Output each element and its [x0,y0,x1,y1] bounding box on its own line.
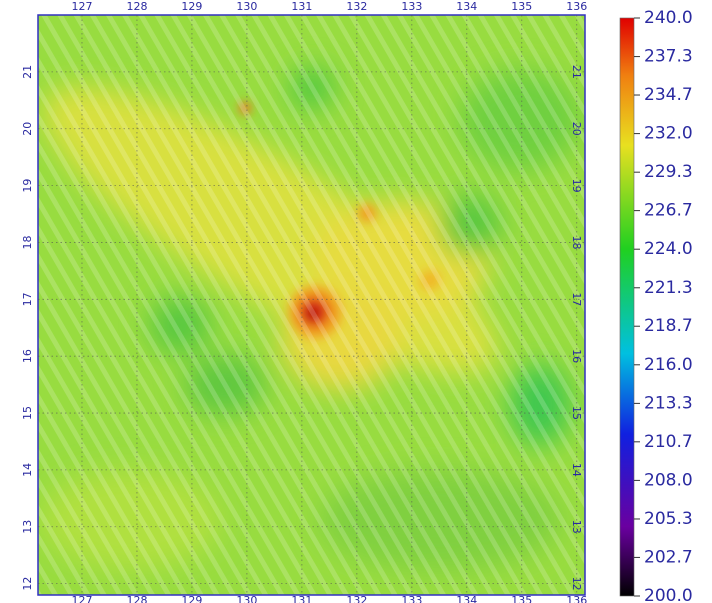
y-tick-label-right: 13 [570,520,583,534]
x-tick-label-top: 128 [126,0,147,13]
y-tick-label-right: 17 [570,292,583,306]
x-tick-label-top: 131 [291,0,312,13]
colorbar-tick-label: 226.7 [644,201,693,221]
y-tick-label-right: 20 [570,122,583,136]
colorbar-tick-label: 234.7 [644,85,693,105]
y-tick-label-left: 17 [21,292,34,306]
colorbar-tick-label: 208.0 [644,470,693,490]
y-tick-label-left: 20 [21,122,34,136]
x-tick-label-bottom: 129 [181,594,202,603]
y-tick-label-right: 14 [570,463,583,477]
colorbar-tick-label: 232.0 [644,124,693,144]
y-tick-label-left: 12 [21,577,34,591]
y-tick-label-left: 14 [21,463,34,477]
x-tick-label-bottom: 130 [236,594,257,603]
x-tick-label-bottom: 135 [511,594,532,603]
y-tick-label-left: 15 [21,406,34,420]
x-tick-label-top: 136 [566,0,587,13]
x-tick-label-top: 127 [71,0,92,13]
colorbar-tick-label: 237.3 [644,47,693,67]
y-tick-label-right: 19 [570,179,583,193]
x-tick-label-bottom: 134 [456,594,477,603]
colorbar-tick-label: 240.0 [644,8,693,28]
colorbar-tick-label: 229.3 [644,162,693,182]
y-tick-label-right: 18 [570,235,583,249]
colorbar [620,18,634,596]
heatmap-field [10,15,585,595]
x-tick-label-bottom: 127 [71,594,92,603]
colorbar-tick-label: 210.7 [644,432,693,452]
x-tick-label-bottom: 131 [291,594,312,603]
y-tick-label-left: 13 [21,520,34,534]
y-tick-label-right: 15 [570,406,583,420]
x-tick-label-bottom: 132 [346,594,367,603]
y-tick-label-left: 18 [21,235,34,249]
x-tick-label-bottom: 128 [126,594,147,603]
colorbar-tick-label: 205.3 [644,509,693,529]
colorbar-tick-label: 216.0 [644,355,693,375]
y-tick-label-right: 16 [570,349,583,363]
x-tick-label-top: 129 [181,0,202,13]
y-tick-label-right: 12 [570,577,583,591]
y-tick-label-left: 21 [21,65,34,79]
colorbar-tick-label: 200.0 [644,586,693,603]
x-tick-label-top: 133 [401,0,422,13]
colorbar-tick-label: 221.3 [644,278,693,298]
colorbar-tick-label: 218.7 [644,316,693,336]
x-tick-label-top: 134 [456,0,477,13]
colorbar-tick-label: 213.3 [644,393,693,413]
x-tick-label-bottom: 133 [401,594,422,603]
x-tick-label-bottom: 136 [566,594,587,603]
y-tick-label-left: 19 [21,179,34,193]
colorbar-tick-label: 202.7 [644,547,693,567]
x-tick-label-top: 135 [511,0,532,13]
x-tick-label-top: 132 [346,0,367,13]
y-tick-label-left: 16 [21,349,34,363]
y-tick-label-right: 21 [570,65,583,79]
x-tick-label-top: 130 [236,0,257,13]
colorbar-tick-label: 224.0 [644,239,693,259]
heatmap-figure: 127 127 128 128 129 129 130 130 131 131 132 132 133 1… [0,0,712,603]
